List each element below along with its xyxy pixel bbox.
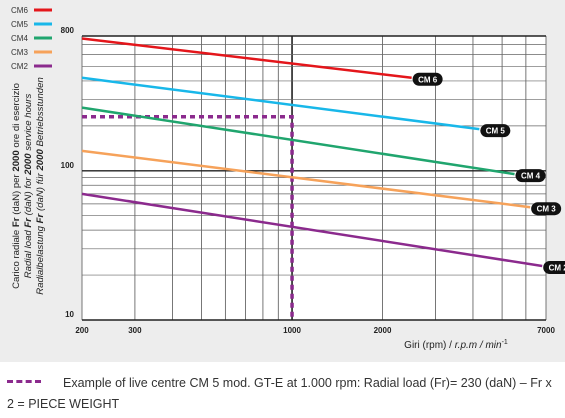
series-line-cm2 — [81, 192, 543, 268]
series-tag-badge — [515, 169, 546, 183]
x-tick-label: 1000 — [283, 326, 301, 335]
series-tag-cm4: CM 4 — [515, 169, 546, 183]
y-tick-label: 10 — [65, 310, 74, 319]
y-axis-label-line: Radialbelastung Fr (daN) für 2000 Betrie… — [35, 77, 46, 295]
series-tag-badge — [480, 124, 511, 138]
y-axis-label-line: Radial load Fr (daN) for 2000 service ho… — [23, 94, 34, 279]
series-line-cm6 — [81, 37, 412, 80]
legend-label: CM5 — [11, 20, 28, 29]
x-axis-label: Giri (rpm) / r.p.m / min-1 — [404, 339, 508, 351]
radial-load-chart: CM 6 CM 5 CM 4 CM 3 CM 2 CM6 CM5 CM4 CM3 CM2 200 30… — [11, 6, 565, 351]
legend: CM6 CM5 CM4 CM3 CM2 — [11, 6, 52, 71]
series-tag-label: CM 2 — [549, 264, 565, 273]
plot-area — [82, 36, 546, 320]
y-tick-label: 800 — [61, 26, 75, 35]
series-tag-label: CM 4 — [521, 172, 541, 181]
legend-label: CM4 — [11, 34, 28, 43]
y-tick-label: 100 — [61, 161, 75, 170]
chart-caption: Example of live centre CM 5 mod. GT-E at… — [7, 373, 557, 415]
x-tick-label: 200 — [75, 326, 89, 335]
legend-label: CM3 — [11, 48, 28, 57]
series-tag-cm3: CM 3 — [531, 202, 562, 216]
legend-label: CM6 — [11, 6, 28, 15]
series-tag-cm5: CM 5 — [480, 124, 511, 138]
series-tag-label: CM 3 — [537, 205, 557, 214]
dashed-line-legend-icon — [7, 380, 41, 384]
series-tag-label: CM 5 — [486, 127, 506, 136]
series-tag-badge — [543, 261, 565, 275]
series-line-cm4 — [81, 106, 515, 176]
series-line-cm3 — [81, 149, 531, 209]
example-projection-line — [82, 115, 294, 320]
caption-text: Example of live centre CM 5 mod. GT-E at… — [7, 376, 552, 411]
y-axis-label-line: Carico radiale Fr (daN) per 2000 ore di … — [11, 83, 22, 289]
chart-figure: CM 6 CM 5 CM 4 CM 3 CM 2 CM6 CM5 CM4 CM3 CM2 200 30… — [0, 0, 565, 362]
x-tick-label: 7000 — [537, 326, 555, 335]
x-tick-label: 2000 — [374, 326, 392, 335]
series-tag-cm2: CM 2 — [543, 261, 565, 275]
x-tick-label: 300 — [128, 326, 142, 335]
series-line-cm5 — [81, 76, 480, 131]
grid — [81, 35, 547, 321]
legend-label: CM2 — [11, 62, 28, 71]
series-tag-badge — [531, 202, 562, 216]
series-tag-label: CM 6 — [418, 75, 438, 84]
series-tag-cm6: CM 6 — [412, 72, 443, 86]
series-tag-badge — [412, 72, 443, 86]
